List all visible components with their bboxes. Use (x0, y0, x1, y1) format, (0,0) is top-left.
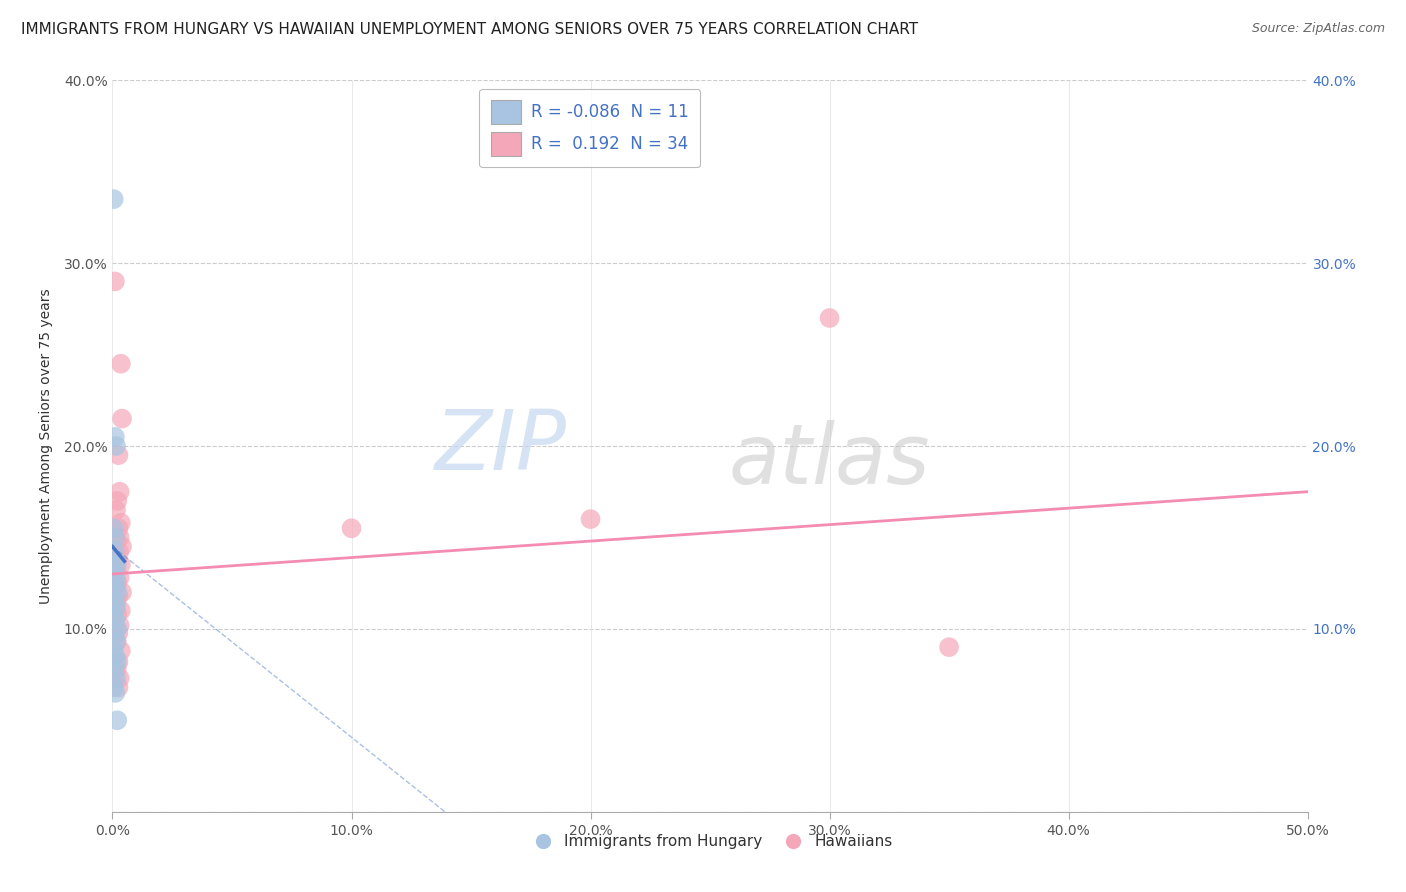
Point (103, 594, 125, 608)
Point (104, 613, 127, 627)
Point (104, 649, 127, 664)
Point (108, 530, 131, 544)
Point (105, 599, 128, 614)
Point (104, 430, 127, 444)
Point (108, 618, 131, 632)
Point (340, 521, 363, 535)
Point (105, 714, 128, 728)
Point (108, 671, 131, 685)
Point (105, 576, 128, 591)
Point (105, 671, 128, 685)
Point (103, 662, 125, 676)
Point (110, 516, 132, 530)
Point (110, 357, 132, 371)
Point (111, 411, 134, 425)
Text: Source: ZipAtlas.com: Source: ZipAtlas.com (1251, 22, 1385, 36)
Point (107, 625, 129, 640)
Point (105, 558, 128, 572)
Point (105, 662, 128, 676)
Point (105, 534, 128, 549)
Point (105, 439, 128, 453)
Point (579, 512, 602, 526)
Point (105, 634, 128, 648)
Point (818, 310, 841, 325)
Point (105, 552, 128, 566)
Point (105, 494, 128, 508)
Point (103, 644, 125, 658)
Point (105, 585, 128, 599)
Y-axis label: Unemployment Among Seniors over 75 years: Unemployment Among Seniors over 75 years (38, 288, 52, 604)
Point (105, 622, 128, 636)
Point (104, 686, 127, 700)
Point (108, 484, 131, 499)
Point (105, 607, 128, 622)
Point (107, 655, 129, 669)
Legend: Immigrants from Hungary, Hawaiians: Immigrants from Hungary, Hawaiians (522, 828, 898, 855)
Point (104, 530, 127, 544)
Point (107, 681, 129, 695)
Point (105, 503, 128, 517)
Point (107, 521, 129, 535)
Point (105, 594, 128, 608)
Point (105, 563, 128, 577)
Point (107, 589, 129, 603)
Point (110, 644, 132, 658)
Point (108, 545, 131, 559)
Point (103, 607, 125, 622)
Point (103, 192, 125, 206)
Point (103, 627, 125, 641)
Point (103, 567, 125, 582)
Point (111, 540, 134, 554)
Text: IMMIGRANTS FROM HUNGARY VS HAWAIIAN UNEMPLOYMENT AMONG SENIORS OVER 75 YEARS COR: IMMIGRANTS FROM HUNGARY VS HAWAIIAN UNEM… (21, 22, 918, 37)
Point (105, 655, 128, 669)
Point (110, 558, 132, 572)
Point (104, 275, 127, 289)
Point (938, 640, 960, 655)
Point (105, 634, 128, 648)
Point (108, 571, 131, 585)
Point (103, 543, 125, 558)
Text: atlas: atlas (728, 420, 931, 501)
Point (104, 580, 127, 594)
Point (104, 552, 127, 566)
Point (107, 448, 129, 462)
Text: ZIP: ZIP (434, 406, 567, 486)
Point (110, 603, 132, 617)
Point (103, 681, 125, 695)
Point (105, 573, 128, 587)
Point (111, 585, 134, 599)
Point (103, 521, 125, 535)
